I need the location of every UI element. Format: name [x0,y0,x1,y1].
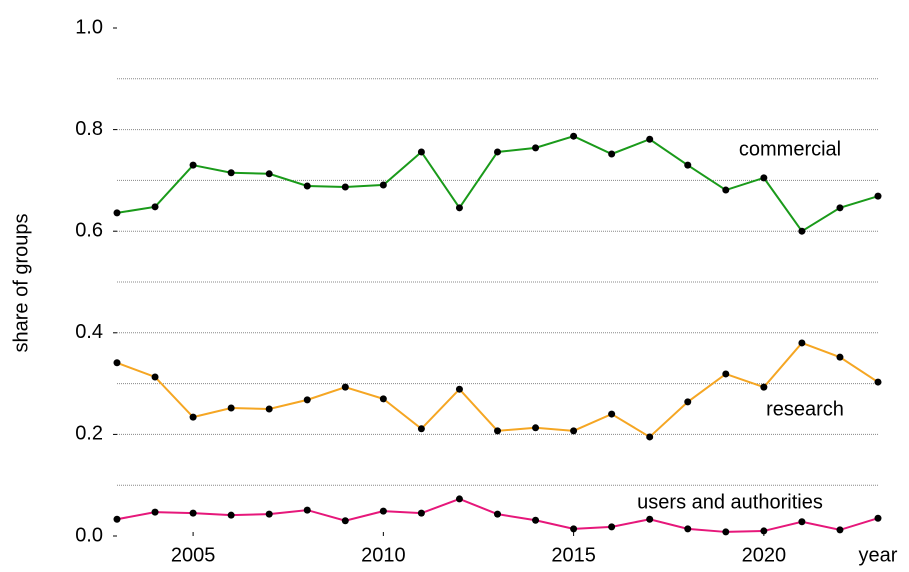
data-point [532,424,540,432]
y-tick-label: 0.2 [75,423,103,445]
data-point [722,186,730,194]
data-point [113,515,121,523]
data-point [417,509,425,517]
data-point [379,395,387,403]
data-point [836,204,844,212]
data-point [798,227,806,235]
data-point [494,510,501,518]
y-tick-label: 1.0 [75,16,103,38]
y-tick-label: 0.6 [75,219,103,241]
data-point [113,359,121,367]
data-point [608,523,616,531]
data-point [836,353,844,361]
data-point [189,161,197,169]
data-point [455,204,463,212]
data-point [646,515,654,523]
x-tick-label: 2005 [171,544,216,566]
data-point [341,383,349,391]
data-point [265,510,273,518]
data-point [189,509,197,517]
data-point [836,526,844,534]
y-tick-label: 0.0 [75,524,103,546]
x-tick-label: 2020 [742,544,787,566]
data-point [608,150,616,158]
data-point [532,144,540,152]
data-point [532,516,540,524]
data-point [265,170,273,178]
data-point [798,339,806,347]
data-point [874,192,882,200]
data-point [151,203,159,211]
y-tick-label: 0.4 [75,321,103,343]
y-axis-label: share of groups [10,214,32,353]
x-axis-label: year [859,544,898,566]
y-tick-label: 0.8 [75,118,103,140]
data-point [494,148,501,156]
data-point [722,528,730,536]
data-point [570,132,578,140]
data-point [760,383,768,391]
data-point [303,182,311,190]
data-point [570,427,578,435]
data-point [684,161,692,169]
data-point [227,169,235,177]
data-point [303,506,311,514]
series-label: commercial [739,138,841,160]
data-point [379,181,387,189]
data-point [760,174,768,182]
data-point [151,373,159,381]
x-tick-label: 2015 [551,544,596,566]
data-point [722,370,730,378]
data-point [684,525,692,533]
data-point [113,209,121,217]
data-point [265,405,273,413]
data-point [608,410,616,418]
series-label: users and authorities [637,491,823,513]
data-point [151,508,159,516]
data-point [417,425,425,433]
data-point [570,525,578,533]
data-point [646,135,654,143]
data-point [684,398,692,406]
x-tick-label: 2010 [361,544,406,566]
data-point [341,183,349,191]
data-point [189,413,197,421]
data-point [417,148,425,156]
data-point [646,433,654,441]
data-point [494,427,501,435]
data-point [303,396,311,404]
data-point [760,527,768,535]
data-point [798,518,806,526]
data-point [227,404,235,412]
data-point [227,511,235,519]
data-point [379,507,387,515]
data-point [874,378,882,386]
data-point [874,514,882,522]
series-label: research [766,398,844,420]
data-point [455,495,463,503]
data-point [455,385,463,393]
data-point [341,517,349,525]
